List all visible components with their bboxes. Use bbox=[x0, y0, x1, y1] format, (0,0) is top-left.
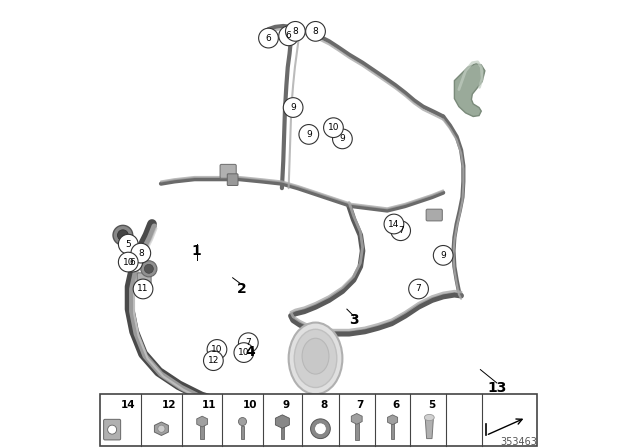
Text: 6: 6 bbox=[130, 258, 136, 267]
Text: 353463: 353463 bbox=[500, 437, 538, 447]
Circle shape bbox=[118, 252, 138, 272]
Ellipse shape bbox=[289, 323, 342, 394]
Circle shape bbox=[141, 261, 157, 277]
Circle shape bbox=[207, 340, 227, 359]
FancyBboxPatch shape bbox=[280, 422, 284, 439]
FancyBboxPatch shape bbox=[100, 394, 538, 446]
Circle shape bbox=[284, 98, 303, 117]
Circle shape bbox=[409, 279, 428, 299]
Ellipse shape bbox=[424, 414, 435, 421]
Text: 8: 8 bbox=[313, 27, 318, 36]
Text: 13: 13 bbox=[487, 380, 507, 395]
Circle shape bbox=[433, 246, 453, 265]
Text: 10: 10 bbox=[122, 258, 134, 267]
Circle shape bbox=[145, 264, 154, 273]
FancyBboxPatch shape bbox=[104, 419, 121, 440]
Text: 10: 10 bbox=[211, 345, 223, 354]
Text: 10: 10 bbox=[328, 123, 339, 132]
Text: 9: 9 bbox=[340, 134, 345, 143]
Text: 4: 4 bbox=[246, 345, 255, 359]
Circle shape bbox=[108, 425, 116, 434]
Text: 5: 5 bbox=[428, 401, 436, 410]
Text: 11: 11 bbox=[202, 401, 217, 410]
FancyBboxPatch shape bbox=[241, 426, 244, 439]
Text: 11: 11 bbox=[138, 284, 148, 293]
Circle shape bbox=[123, 252, 143, 272]
Circle shape bbox=[333, 129, 352, 149]
Circle shape bbox=[118, 230, 128, 241]
Text: 8: 8 bbox=[138, 249, 143, 258]
Text: 6: 6 bbox=[266, 34, 271, 43]
Polygon shape bbox=[425, 419, 433, 439]
Text: 8: 8 bbox=[292, 27, 298, 36]
Polygon shape bbox=[154, 422, 168, 435]
Text: 3: 3 bbox=[349, 313, 358, 327]
Circle shape bbox=[299, 125, 319, 144]
FancyBboxPatch shape bbox=[355, 423, 358, 440]
Text: 14: 14 bbox=[388, 220, 399, 228]
FancyBboxPatch shape bbox=[220, 164, 236, 178]
Text: 7: 7 bbox=[246, 338, 251, 347]
Text: 6: 6 bbox=[286, 31, 291, 40]
Circle shape bbox=[131, 243, 150, 263]
Ellipse shape bbox=[294, 329, 337, 388]
Circle shape bbox=[113, 225, 132, 245]
Circle shape bbox=[158, 425, 165, 432]
Text: 7: 7 bbox=[398, 226, 403, 235]
Circle shape bbox=[259, 28, 278, 48]
Text: 5: 5 bbox=[125, 240, 131, 249]
Polygon shape bbox=[388, 415, 397, 425]
Text: 14: 14 bbox=[121, 401, 135, 410]
FancyBboxPatch shape bbox=[137, 273, 151, 288]
Text: 7: 7 bbox=[416, 284, 421, 293]
Text: 6: 6 bbox=[392, 401, 400, 410]
Polygon shape bbox=[196, 416, 207, 427]
Circle shape bbox=[133, 279, 153, 299]
Text: 9: 9 bbox=[282, 401, 289, 410]
Text: 8: 8 bbox=[321, 401, 328, 410]
FancyBboxPatch shape bbox=[227, 174, 238, 185]
Polygon shape bbox=[454, 64, 485, 116]
Text: 10: 10 bbox=[238, 348, 250, 357]
Circle shape bbox=[306, 22, 325, 41]
Text: 9: 9 bbox=[440, 251, 446, 260]
Ellipse shape bbox=[239, 418, 246, 426]
Polygon shape bbox=[351, 414, 362, 424]
Text: 2: 2 bbox=[237, 282, 246, 296]
Circle shape bbox=[118, 234, 138, 254]
Text: 10: 10 bbox=[243, 401, 257, 410]
Circle shape bbox=[324, 118, 343, 138]
Circle shape bbox=[384, 214, 404, 234]
Circle shape bbox=[204, 351, 223, 370]
Circle shape bbox=[310, 419, 330, 439]
Text: 9: 9 bbox=[291, 103, 296, 112]
Circle shape bbox=[315, 423, 326, 435]
Circle shape bbox=[239, 333, 258, 353]
Text: 9: 9 bbox=[306, 130, 312, 139]
Text: 7: 7 bbox=[356, 401, 364, 410]
FancyBboxPatch shape bbox=[391, 422, 394, 439]
Polygon shape bbox=[275, 415, 289, 428]
Circle shape bbox=[285, 22, 305, 41]
Text: 1: 1 bbox=[192, 244, 202, 258]
FancyBboxPatch shape bbox=[200, 424, 204, 439]
Ellipse shape bbox=[302, 338, 329, 374]
Circle shape bbox=[234, 343, 253, 362]
Circle shape bbox=[279, 26, 298, 46]
FancyBboxPatch shape bbox=[426, 209, 442, 221]
Circle shape bbox=[391, 221, 410, 241]
Text: 12: 12 bbox=[208, 356, 219, 365]
Text: 12: 12 bbox=[161, 401, 176, 410]
